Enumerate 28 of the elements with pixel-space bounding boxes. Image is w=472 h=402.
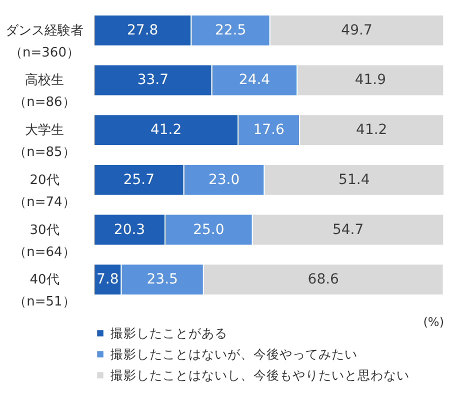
- data-label: 23.5: [146, 272, 178, 288]
- y-tick-label: ダンス経験者（n=360）: [6, 23, 84, 60]
- data-label: 24.4: [238, 72, 270, 88]
- data-label: 25.0: [193, 222, 224, 238]
- data-label: 68.6: [308, 272, 340, 288]
- data-label: 49.7: [341, 22, 372, 38]
- data-label: 33.7: [137, 72, 168, 88]
- legend-label: 撮影したことはないし、今後もやりたいと思わない: [110, 367, 410, 382]
- y-tick-label: 40代（n=51）: [14, 272, 76, 310]
- y-tick-label: 高校生（n=86）: [14, 72, 76, 110]
- y-tick-label: 30代（n=64）: [14, 222, 76, 260]
- data-label: 54.7: [332, 222, 364, 238]
- data-label: 23.0: [208, 172, 240, 188]
- annotation: (%): [423, 315, 444, 329]
- data-label: 22.5: [214, 22, 246, 38]
- legend-label: 撮影したことがある: [110, 325, 228, 340]
- y-tick-label: 大学生（n=85）: [14, 123, 76, 160]
- legend-label: 撮影したことはないが、今後やってみたい: [110, 346, 358, 362]
- y-tick-label: 20代（n=74）: [14, 172, 76, 210]
- data-label: 27.8: [127, 22, 158, 38]
- data-label: 41.2: [150, 122, 182, 138]
- data-label: 41.2: [356, 122, 388, 138]
- data-label: 17.6: [253, 122, 285, 138]
- data-label: 25.7: [123, 172, 155, 188]
- data-label: 41.9: [354, 72, 386, 88]
- data-label: 20.3: [114, 222, 146, 238]
- data-label: 51.4: [338, 172, 370, 188]
- data-label: 7.8: [96, 272, 119, 288]
